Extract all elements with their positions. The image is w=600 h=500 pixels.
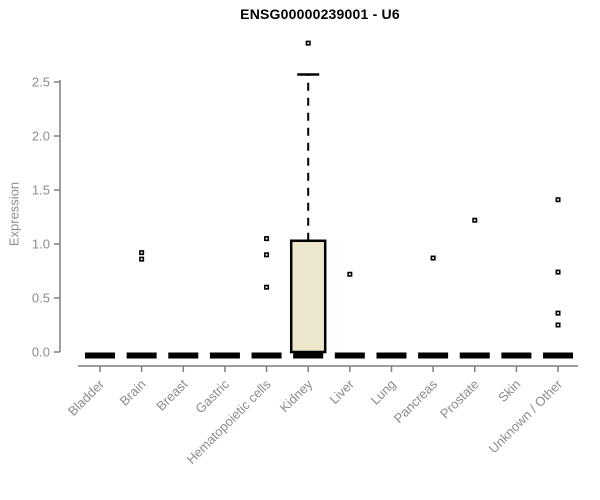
median-line [459, 352, 490, 359]
box [289, 239, 327, 354]
x-tick-label: Liver [326, 376, 357, 407]
x-tick-label: Unknown / Other [486, 376, 566, 456]
outlier-point-center [557, 271, 559, 273]
x-tick-label: Pancreas [391, 376, 441, 426]
median-line [85, 352, 115, 359]
y-tick-label: 1.0 [32, 237, 50, 252]
outlier-point-center [557, 324, 559, 326]
outlier-point-center [140, 251, 143, 254]
chart-title: ENSG00000239001 - U6 [240, 6, 400, 22]
outlier-point-center [265, 286, 268, 289]
outlier-point-center [348, 273, 351, 276]
median-line [543, 352, 574, 359]
x-tick-label: Breast [153, 376, 190, 413]
x-tick-label: Skin [495, 377, 523, 405]
outlier-point-center [473, 219, 476, 222]
y-tick-label: 2.0 [32, 129, 50, 144]
x-tick-label: Prostate [437, 377, 482, 422]
median-line [376, 352, 407, 359]
median-line [334, 352, 365, 359]
y-tick-label: 0.5 [32, 291, 50, 306]
outlier-point-center [557, 312, 559, 315]
x-tick-label: Brain [117, 377, 149, 409]
median-line [293, 352, 324, 359]
median-line [501, 352, 532, 359]
x-tick-label: Gastric [192, 376, 232, 416]
median-line [251, 352, 282, 359]
x-tick-label: Kidney [277, 376, 316, 415]
x-tick-label: Lung [368, 377, 399, 408]
y-tick-label: 2.5 [32, 75, 50, 90]
outlier-point-center [557, 198, 559, 201]
median-line [126, 352, 157, 359]
y-tick-label: 0.0 [32, 345, 50, 360]
median-line [209, 352, 240, 359]
x-tick-label: Bladder [65, 376, 108, 419]
outlier-point-center [265, 253, 268, 256]
median-line [168, 352, 199, 359]
outlier-point-center [140, 258, 143, 261]
outlier-point-center [307, 42, 310, 45]
y-tick-label: 1.5 [32, 183, 50, 198]
median-line [418, 352, 449, 359]
outlier-point-center [265, 237, 268, 240]
outlier-point-center [432, 257, 435, 259]
